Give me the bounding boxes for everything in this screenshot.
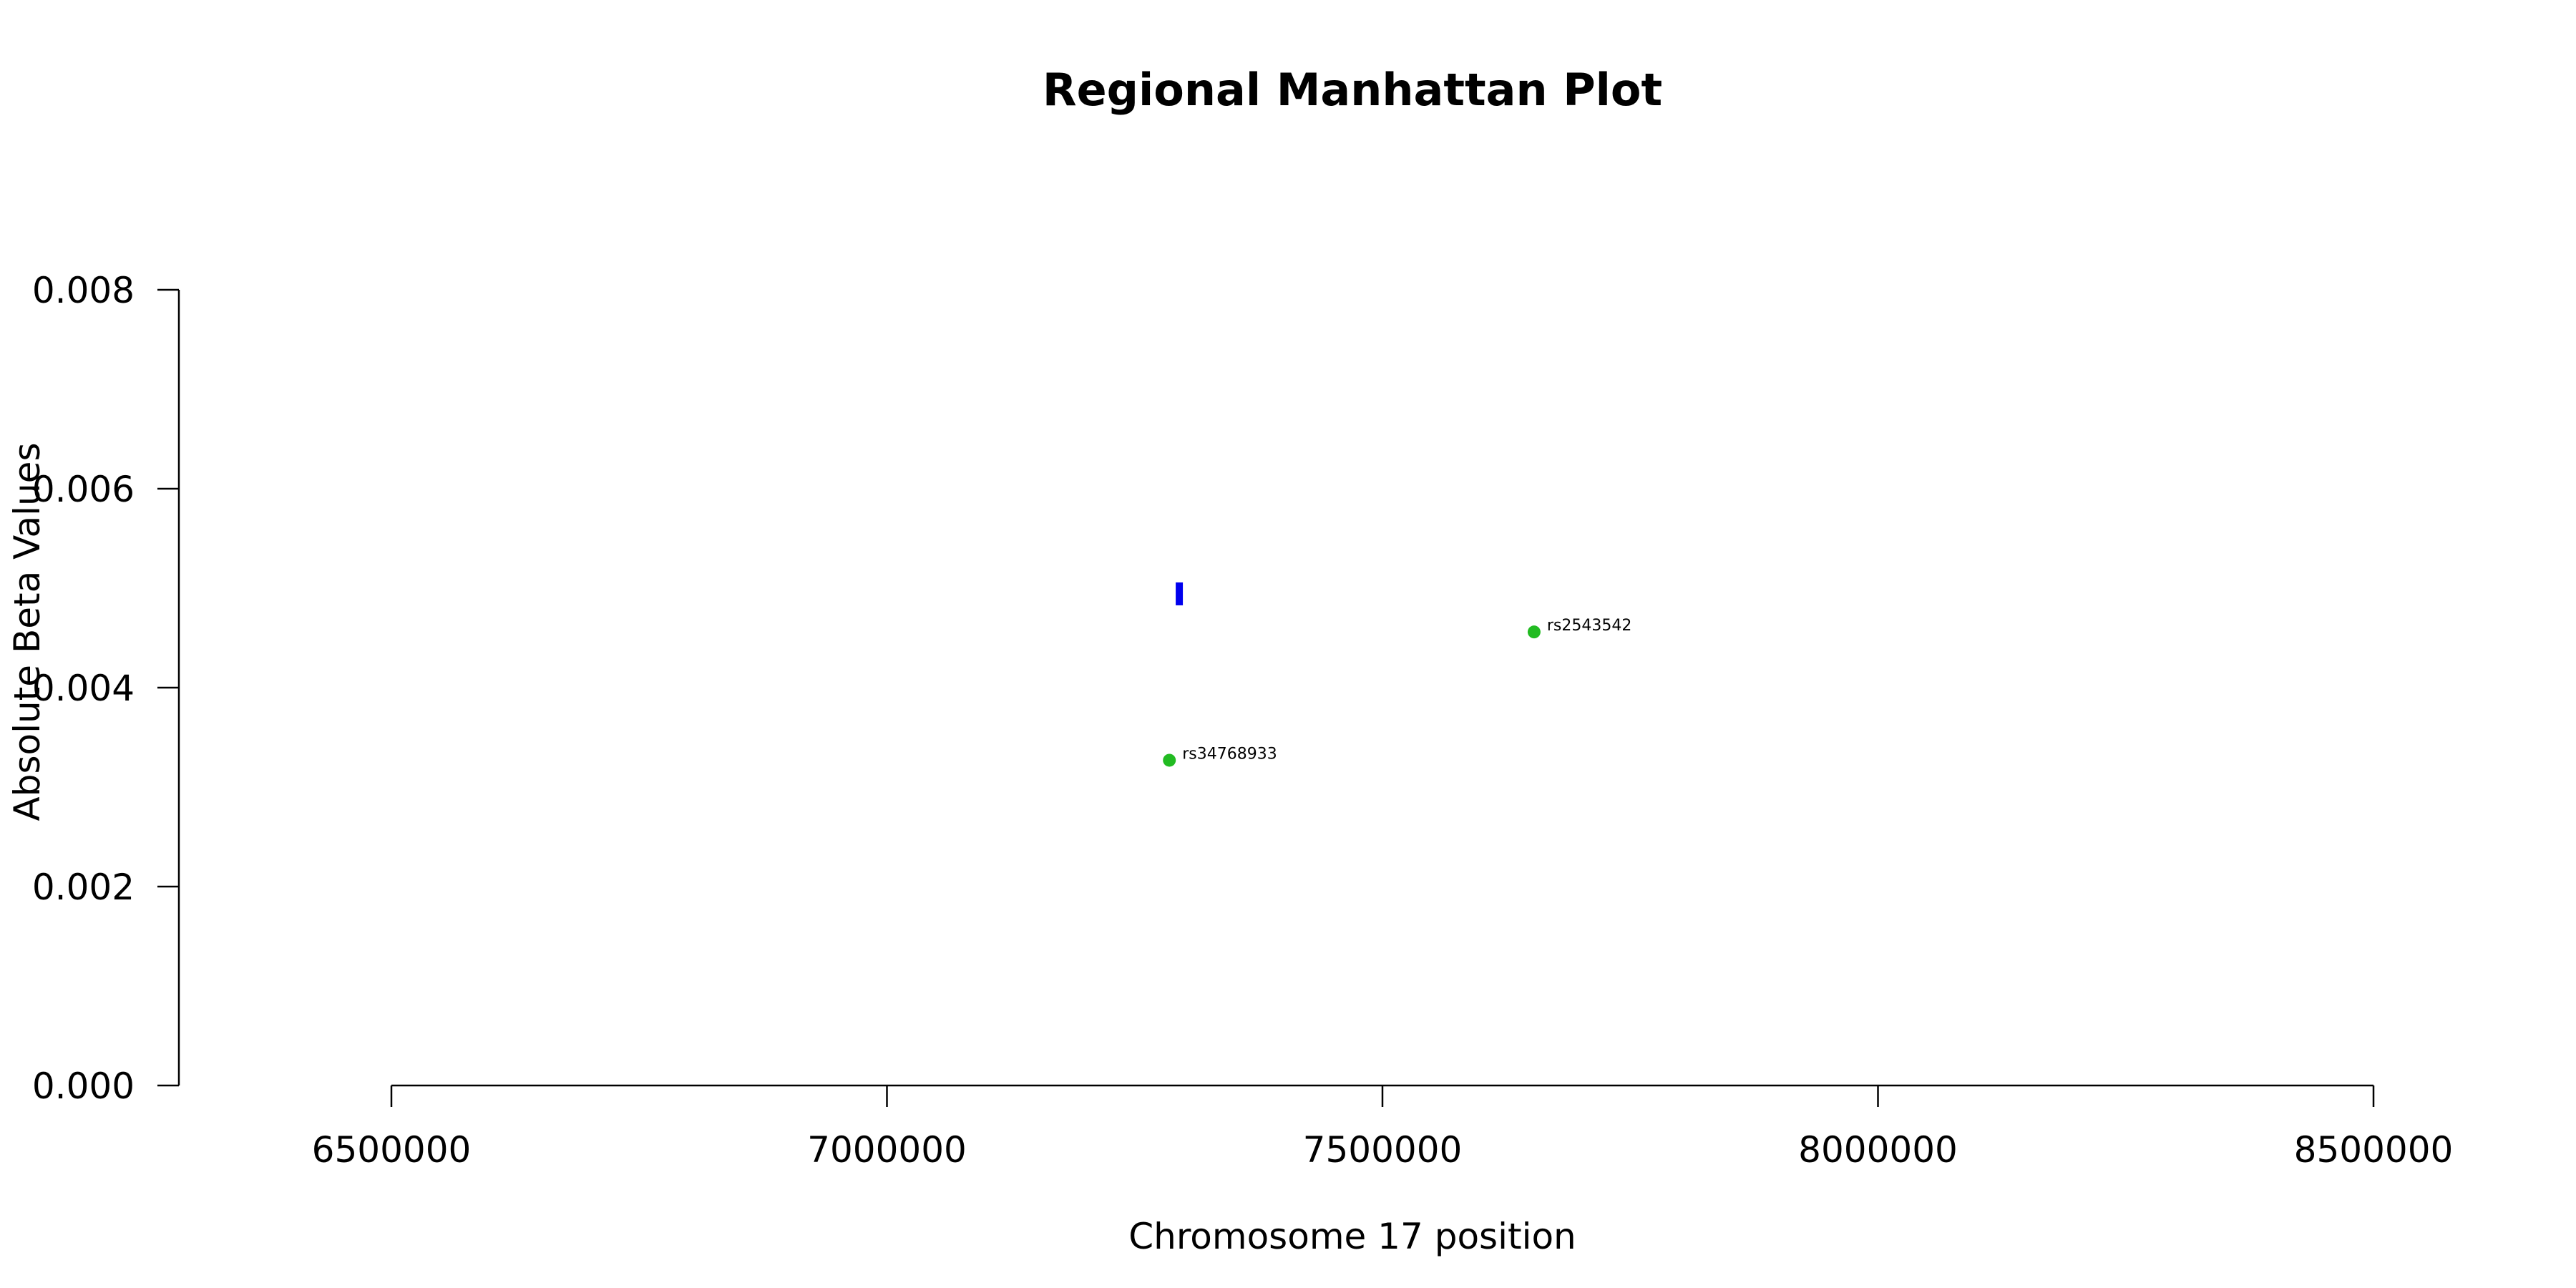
y-tick-label: 0.006 xyxy=(32,469,135,510)
y-tick-label: 0.000 xyxy=(32,1065,135,1107)
point-label: rs2543542 xyxy=(1547,617,1632,635)
point-label: rs34768933 xyxy=(1182,745,1277,763)
data-point xyxy=(1527,625,1541,639)
x-tick-label: 7000000 xyxy=(807,1129,967,1171)
x-axis-label: Chromosome 17 position xyxy=(1128,1216,1576,1257)
y-tick-label: 0.002 xyxy=(32,867,135,908)
y-tick-label: 0.008 xyxy=(32,270,135,311)
chart-title: Regional Manhattan Plot xyxy=(1043,64,1662,116)
data-point xyxy=(1163,753,1176,767)
y-tick-label: 0.004 xyxy=(32,668,135,709)
marker-bar xyxy=(1176,582,1184,605)
y-axis-label: Absolute Beta Values xyxy=(6,443,48,821)
x-tick-label: 8500000 xyxy=(2294,1129,2454,1171)
x-tick-label: 6500000 xyxy=(312,1129,472,1171)
x-axis: 6500000 7000000 7500000 8000000 8500000 xyxy=(312,1084,2454,1171)
x-tick-label: 8000000 xyxy=(1798,1129,1958,1171)
y-axis: 0.000 0.002 0.004 0.006 0.008 xyxy=(32,270,180,1107)
plot-marks: rs34768933 rs2543542 xyxy=(1163,582,1631,767)
x-tick-label: 7500000 xyxy=(1303,1129,1463,1171)
